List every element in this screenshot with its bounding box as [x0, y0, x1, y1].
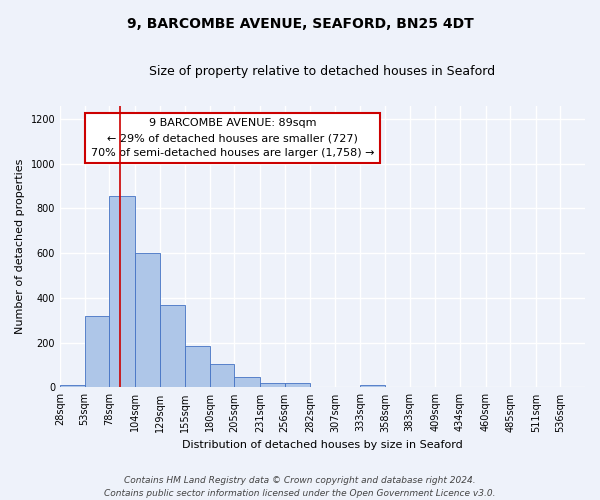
Bar: [235, 378, 260, 388]
X-axis label: Distribution of detached houses by size in Seaford: Distribution of detached houses by size …: [182, 440, 463, 450]
Text: Contains HM Land Registry data © Crown copyright and database right 2024.
Contai: Contains HM Land Registry data © Crown c…: [104, 476, 496, 498]
Bar: [135, 253, 160, 388]
Text: 9 BARCOMBE AVENUE: 89sqm
← 29% of detached houses are smaller (727)
70% of semi-: 9 BARCOMBE AVENUE: 89sqm ← 29% of detach…: [91, 118, 374, 158]
Bar: [60, 385, 85, 388]
Bar: [109, 196, 135, 388]
Bar: [185, 346, 210, 388]
Bar: [361, 384, 385, 388]
Bar: [210, 364, 235, 388]
Text: 9, BARCOMBE AVENUE, SEAFORD, BN25 4DT: 9, BARCOMBE AVENUE, SEAFORD, BN25 4DT: [127, 18, 473, 32]
Y-axis label: Number of detached properties: Number of detached properties: [15, 159, 25, 334]
Bar: [284, 384, 310, 388]
Bar: [160, 304, 185, 388]
Title: Size of property relative to detached houses in Seaford: Size of property relative to detached ho…: [149, 65, 496, 78]
Bar: [260, 382, 284, 388]
Bar: [85, 316, 109, 388]
